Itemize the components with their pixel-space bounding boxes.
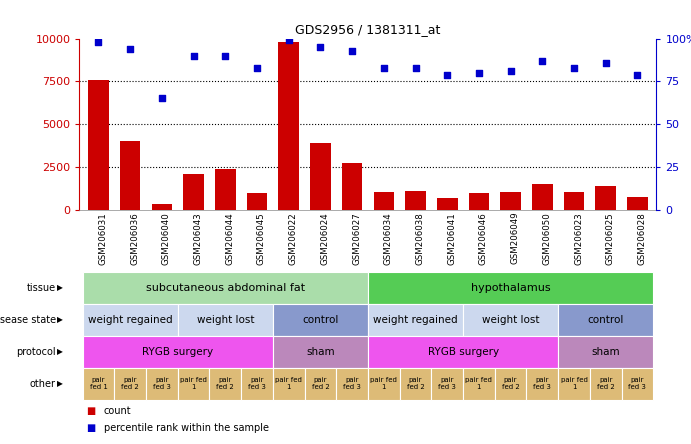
Text: pair
fed 2: pair fed 2: [406, 377, 424, 390]
Bar: [374, 193, 394, 210]
Bar: [278, 42, 299, 210]
Text: pair
fed 2: pair fed 2: [312, 377, 330, 390]
Bar: [310, 143, 331, 210]
Text: sham: sham: [306, 347, 334, 357]
Point: [600, 59, 612, 66]
Bar: [247, 193, 267, 210]
Text: weight regained: weight regained: [88, 315, 173, 325]
Text: disease state: disease state: [0, 315, 56, 325]
Text: GSM206024: GSM206024: [321, 212, 330, 265]
Text: GSM206040: GSM206040: [162, 212, 171, 265]
Point: [347, 47, 358, 54]
Text: pair
fed 2: pair fed 2: [597, 377, 614, 390]
Text: GSM206025: GSM206025: [606, 212, 615, 265]
Point: [410, 64, 421, 71]
Text: pair
fed 3: pair fed 3: [438, 377, 456, 390]
Text: pair fed
1: pair fed 1: [560, 377, 587, 390]
Text: ▶: ▶: [57, 283, 63, 292]
Text: GSM206041: GSM206041: [447, 212, 456, 265]
Point: [315, 44, 326, 51]
Text: GSM206028: GSM206028: [637, 212, 646, 265]
Text: pair
fed 2: pair fed 2: [122, 377, 139, 390]
Text: hypothalamus: hypothalamus: [471, 283, 551, 293]
Text: count: count: [104, 406, 131, 416]
Text: ■: ■: [86, 406, 95, 416]
Bar: [151, 204, 172, 210]
Text: weight lost: weight lost: [482, 315, 540, 325]
Text: pair
fed 2: pair fed 2: [216, 377, 234, 390]
Text: control: control: [302, 315, 339, 325]
Text: RYGB surgery: RYGB surgery: [142, 347, 214, 357]
Bar: [120, 141, 140, 210]
Text: GSM206027: GSM206027: [352, 212, 361, 265]
Text: pair
fed 1: pair fed 1: [90, 377, 107, 390]
Bar: [627, 197, 647, 210]
Text: GSM206046: GSM206046: [479, 212, 488, 265]
Text: sham: sham: [591, 347, 620, 357]
Text: GSM206043: GSM206043: [193, 212, 202, 265]
Point: [569, 64, 580, 71]
Text: pair fed
1: pair fed 1: [370, 377, 397, 390]
Text: ▶: ▶: [57, 347, 63, 356]
Text: pair fed
1: pair fed 1: [180, 377, 207, 390]
Point: [93, 39, 104, 46]
Bar: [215, 169, 236, 210]
Text: pair
fed 2: pair fed 2: [502, 377, 520, 390]
Text: protocol: protocol: [17, 347, 56, 357]
Bar: [564, 193, 585, 210]
Text: GSM206036: GSM206036: [130, 212, 139, 265]
Text: pair
fed 3: pair fed 3: [533, 377, 551, 390]
Text: weight lost: weight lost: [196, 315, 254, 325]
Text: pair
fed 3: pair fed 3: [248, 377, 266, 390]
Point: [283, 37, 294, 44]
Point: [505, 67, 516, 75]
Point: [378, 64, 389, 71]
Bar: [500, 193, 521, 210]
Point: [537, 57, 548, 64]
Bar: [88, 79, 108, 210]
Text: percentile rank within the sample: percentile rank within the sample: [104, 424, 269, 433]
Bar: [596, 186, 616, 210]
Text: control: control: [587, 315, 624, 325]
Point: [632, 71, 643, 78]
Text: pair fed
1: pair fed 1: [275, 377, 302, 390]
Title: GDS2956 / 1381311_at: GDS2956 / 1381311_at: [295, 23, 441, 36]
Point: [442, 71, 453, 78]
Text: tissue: tissue: [27, 283, 56, 293]
Text: GSM206050: GSM206050: [542, 212, 551, 265]
Text: ■: ■: [86, 424, 95, 433]
Text: GSM206031: GSM206031: [99, 212, 108, 265]
Text: GSM206044: GSM206044: [225, 212, 234, 265]
Point: [124, 45, 135, 52]
Text: pair
fed 3: pair fed 3: [153, 377, 171, 390]
Text: GSM206049: GSM206049: [511, 212, 520, 265]
Text: GSM206038: GSM206038: [415, 212, 424, 265]
Bar: [183, 174, 204, 210]
Point: [252, 64, 263, 71]
Bar: [532, 184, 553, 210]
Bar: [342, 163, 362, 210]
Text: RYGB surgery: RYGB surgery: [428, 347, 499, 357]
Bar: [468, 193, 489, 210]
Text: weight regained: weight regained: [373, 315, 458, 325]
Point: [473, 69, 484, 76]
Text: ▶: ▶: [57, 379, 63, 388]
Text: pair
fed 3: pair fed 3: [343, 377, 361, 390]
Bar: [405, 191, 426, 210]
Text: GSM206045: GSM206045: [257, 212, 266, 265]
Text: pair
fed 3: pair fed 3: [629, 377, 646, 390]
Text: GSM206022: GSM206022: [289, 212, 298, 265]
Bar: [437, 198, 457, 210]
Text: other: other: [30, 379, 56, 388]
Text: GSM206023: GSM206023: [574, 212, 583, 265]
Text: pair fed
1: pair fed 1: [466, 377, 493, 390]
Point: [156, 95, 167, 102]
Point: [188, 52, 199, 59]
Text: GSM206034: GSM206034: [384, 212, 392, 265]
Text: subcutaneous abdominal fat: subcutaneous abdominal fat: [146, 283, 305, 293]
Point: [220, 52, 231, 59]
Text: ▶: ▶: [57, 315, 63, 324]
